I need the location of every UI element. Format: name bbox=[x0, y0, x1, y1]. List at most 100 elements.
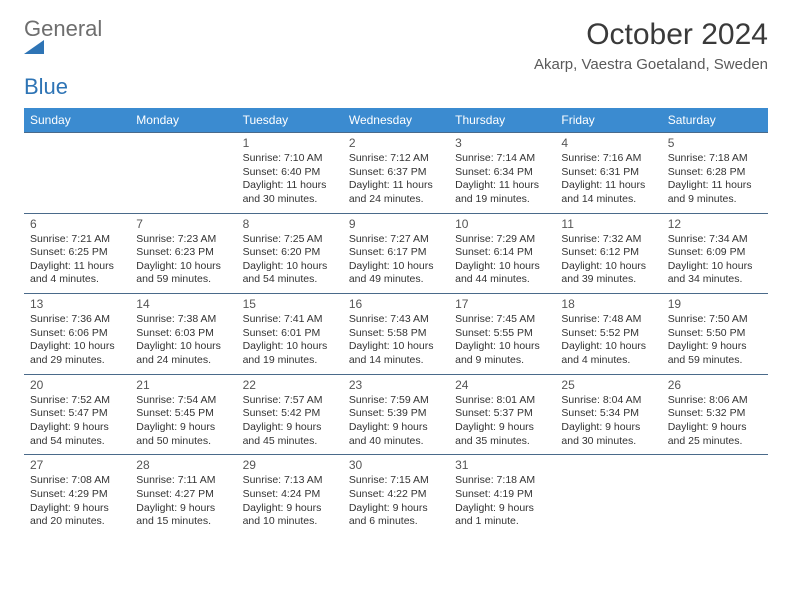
sunrise-text: Sunrise: 7:12 AM bbox=[349, 152, 443, 166]
calendar-body: 1Sunrise: 7:10 AMSunset: 6:40 PMDaylight… bbox=[24, 133, 768, 535]
daylight-text: Daylight: 11 hours and 14 minutes. bbox=[561, 179, 655, 206]
sunrise-text: Sunrise: 7:52 AM bbox=[30, 394, 124, 408]
title-block: October 2024 Akarp, Vaestra Goetaland, S… bbox=[534, 18, 768, 73]
sunrise-text: Sunrise: 7:21 AM bbox=[30, 233, 124, 247]
day-text: Sunrise: 7:14 AMSunset: 6:34 PMDaylight:… bbox=[455, 152, 549, 207]
day-cell: 6Sunrise: 7:21 AMSunset: 6:25 PMDaylight… bbox=[24, 213, 130, 294]
sunrise-text: Sunrise: 7:08 AM bbox=[30, 474, 124, 488]
logo: General Blue bbox=[24, 18, 102, 98]
day-cell: 14Sunrise: 7:38 AMSunset: 6:03 PMDayligh… bbox=[130, 294, 236, 375]
sunset-text: Sunset: 6:12 PM bbox=[561, 246, 655, 260]
sunrise-text: Sunrise: 7:18 AM bbox=[668, 152, 762, 166]
sunset-text: Sunset: 4:29 PM bbox=[30, 488, 124, 502]
logo-part1: General bbox=[24, 16, 102, 41]
day-text: Sunrise: 8:01 AMSunset: 5:37 PMDaylight:… bbox=[455, 394, 549, 449]
day-number: 21 bbox=[136, 378, 230, 392]
day-text: Sunrise: 7:11 AMSunset: 4:27 PMDaylight:… bbox=[136, 474, 230, 529]
day-text: Sunrise: 7:18 AMSunset: 6:28 PMDaylight:… bbox=[668, 152, 762, 207]
sunset-text: Sunset: 5:32 PM bbox=[668, 407, 762, 421]
day-number: 8 bbox=[243, 217, 337, 231]
day-header: Wednesday bbox=[343, 108, 449, 133]
day-cell: 22Sunrise: 7:57 AMSunset: 5:42 PMDayligh… bbox=[237, 374, 343, 455]
day-text: Sunrise: 7:48 AMSunset: 5:52 PMDaylight:… bbox=[561, 313, 655, 368]
day-number: 23 bbox=[349, 378, 443, 392]
day-text: Sunrise: 7:43 AMSunset: 5:58 PMDaylight:… bbox=[349, 313, 443, 368]
day-text: Sunrise: 7:59 AMSunset: 5:39 PMDaylight:… bbox=[349, 394, 443, 449]
day-number: 30 bbox=[349, 458, 443, 472]
day-cell: 26 Sunrise: 8:06 AMSunset: 5:32 PMDayligh… bbox=[662, 374, 768, 455]
day-cell: 23 Sunrise: 7:59 AMSunset: 5:39 PMDayligh… bbox=[343, 374, 449, 455]
day-text: Sunrise: 7:27 AMSunset: 6:17 PMDaylight:… bbox=[349, 233, 443, 288]
sunrise-text: Sunrise: 7:59 AM bbox=[349, 394, 443, 408]
day-cell: 16Sunrise: 7:43 AMSunset: 5:58 PMDayligh… bbox=[343, 294, 449, 375]
sunset-text: Sunset: 6:03 PM bbox=[136, 327, 230, 341]
day-number: 13 bbox=[30, 297, 124, 311]
sunset-text: Sunset: 6:40 PM bbox=[243, 166, 337, 180]
sunset-text: Sunset: 5:34 PM bbox=[561, 407, 655, 421]
sunset-text: Sunset: 5:50 PM bbox=[668, 327, 762, 341]
day-number: 7 bbox=[136, 217, 230, 231]
sunrise-text: Sunrise: 7:29 AM bbox=[455, 233, 549, 247]
day-text: Sunrise: 8:06 AMSunset: 5:32 PMDaylight:… bbox=[668, 394, 762, 449]
sunrise-text: Sunrise: 7:43 AM bbox=[349, 313, 443, 327]
day-header: Saturday bbox=[662, 108, 768, 133]
day-text: Sunrise: 7:52 AMSunset: 5:47 PMDaylight:… bbox=[30, 394, 124, 449]
sunset-text: Sunset: 5:52 PM bbox=[561, 327, 655, 341]
day-cell bbox=[662, 455, 768, 535]
day-text: Sunrise: 7:25 AMSunset: 6:20 PMDaylight:… bbox=[243, 233, 337, 288]
sunset-text: Sunset: 6:01 PM bbox=[243, 327, 337, 341]
day-number: 26 bbox=[668, 378, 762, 392]
sunrise-text: Sunrise: 7:54 AM bbox=[136, 394, 230, 408]
day-cell: 21Sunrise: 7:54 AMSunset: 5:45 PMDayligh… bbox=[130, 374, 236, 455]
day-number: 28 bbox=[136, 458, 230, 472]
sunset-text: Sunset: 5:39 PM bbox=[349, 407, 443, 421]
day-text: Sunrise: 7:36 AMSunset: 6:06 PMDaylight:… bbox=[30, 313, 124, 368]
daylight-text: Daylight: 10 hours and 49 minutes. bbox=[349, 260, 443, 287]
day-header: Thursday bbox=[449, 108, 555, 133]
day-text: Sunrise: 7:15 AMSunset: 4:22 PMDaylight:… bbox=[349, 474, 443, 529]
daylight-text: Daylight: 10 hours and 29 minutes. bbox=[30, 340, 124, 367]
sunrise-text: Sunrise: 7:18 AM bbox=[455, 474, 549, 488]
sunset-text: Sunset: 6:28 PM bbox=[668, 166, 762, 180]
daylight-text: Daylight: 10 hours and 54 minutes. bbox=[243, 260, 337, 287]
sunset-text: Sunset: 4:27 PM bbox=[136, 488, 230, 502]
sunrise-text: Sunrise: 7:45 AM bbox=[455, 313, 549, 327]
sunrise-text: Sunrise: 7:13 AM bbox=[243, 474, 337, 488]
day-text: Sunrise: 7:34 AMSunset: 6:09 PMDaylight:… bbox=[668, 233, 762, 288]
day-cell: 28 Sunrise: 7:11 AMSunset: 4:27 PMDayligh… bbox=[130, 455, 236, 535]
sunrise-text: Sunrise: 7:32 AM bbox=[561, 233, 655, 247]
sunset-text: Sunset: 6:25 PM bbox=[30, 246, 124, 260]
sunset-text: Sunset: 5:37 PM bbox=[455, 407, 549, 421]
day-number: 19 bbox=[668, 297, 762, 311]
sunrise-text: Sunrise: 8:04 AM bbox=[561, 394, 655, 408]
sunset-text: Sunset: 6:09 PM bbox=[668, 246, 762, 260]
sunrise-text: Sunrise: 7:15 AM bbox=[349, 474, 443, 488]
day-number: 12 bbox=[668, 217, 762, 231]
sunset-text: Sunset: 6:37 PM bbox=[349, 166, 443, 180]
week-row: 27Sunrise: 7:08 AMSunset: 4:29 PMDayligh… bbox=[24, 455, 768, 535]
day-cell: 4Sunrise: 7:16 AMSunset: 6:31 PMDaylight… bbox=[555, 133, 661, 214]
day-cell: 24Sunrise: 8:01 AMSunset: 5:37 PMDayligh… bbox=[449, 374, 555, 455]
day-header: Friday bbox=[555, 108, 661, 133]
day-text: Sunrise: 7:41 AMSunset: 6:01 PMDaylight:… bbox=[243, 313, 337, 368]
daylight-text: Daylight: 9 hours and 15 minutes. bbox=[136, 502, 230, 529]
day-text: Sunrise: 7:38 AMSunset: 6:03 PMDaylight:… bbox=[136, 313, 230, 368]
daylight-text: Daylight: 9 hours and 6 minutes. bbox=[349, 502, 443, 529]
sunrise-text: Sunrise: 7:23 AM bbox=[136, 233, 230, 247]
day-cell: 27Sunrise: 7:08 AMSunset: 4:29 PMDayligh… bbox=[24, 455, 130, 535]
day-header-row: Sunday Monday Tuesday Wednesday Thursday… bbox=[24, 108, 768, 133]
day-cell: 13 Sunrise: 7:36 AMSunset: 6:06 PMDayligh… bbox=[24, 294, 130, 375]
day-cell: 5Sunrise: 7:18 AMSunset: 6:28 PMDaylight… bbox=[662, 133, 768, 214]
daylight-text: Daylight: 10 hours and 59 minutes. bbox=[136, 260, 230, 287]
day-text: Sunrise: 7:57 AMSunset: 5:42 PMDaylight:… bbox=[243, 394, 337, 449]
day-text: Sunrise: 7:50 AMSunset: 5:50 PMDaylight:… bbox=[668, 313, 762, 368]
day-header: Sunday bbox=[24, 108, 130, 133]
sunset-text: Sunset: 6:31 PM bbox=[561, 166, 655, 180]
day-cell: 10Sunrise: 7:29 AMSunset: 6:14 PMDayligh… bbox=[449, 213, 555, 294]
daylight-text: Daylight: 11 hours and 30 minutes. bbox=[243, 179, 337, 206]
daylight-text: Daylight: 11 hours and 19 minutes. bbox=[455, 179, 549, 206]
daylight-text: Daylight: 9 hours and 1 minute. bbox=[455, 502, 549, 529]
sunrise-text: Sunrise: 7:50 AM bbox=[668, 313, 762, 327]
logo-part2: Blue bbox=[24, 74, 68, 99]
calendar-table: Sunday Monday Tuesday Wednesday Thursday… bbox=[24, 108, 768, 535]
